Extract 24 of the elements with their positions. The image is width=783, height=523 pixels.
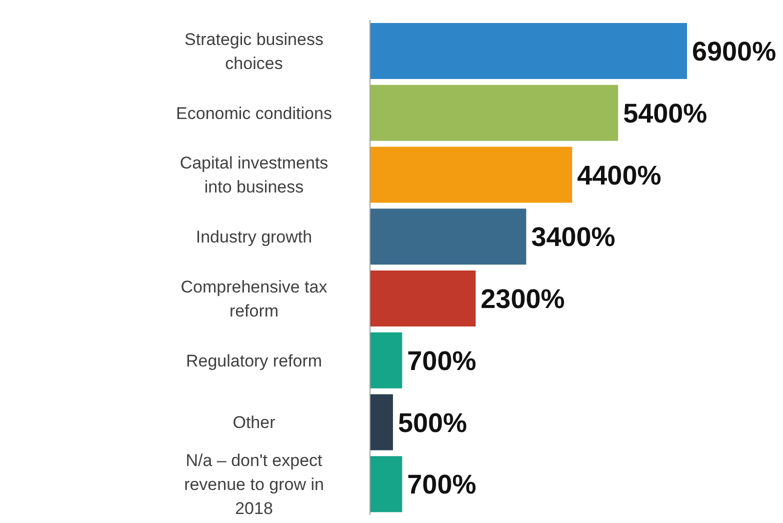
y-tick-label: Industry growth <box>196 228 312 247</box>
bar <box>370 270 476 326</box>
y-tick-label: Regulatory reform <box>186 351 322 370</box>
data-label: 700% <box>407 470 476 500</box>
bar <box>370 146 572 203</box>
data-label: 700% <box>407 346 476 376</box>
data-label: 4400% <box>577 160 662 190</box>
data-label: 6900% <box>692 36 776 67</box>
y-tick-label: Economic conditions <box>176 104 332 123</box>
bar <box>370 84 618 141</box>
y-tick-label: Capital investments into business <box>180 154 328 197</box>
bar <box>370 394 393 450</box>
y-tick-label: Other <box>232 413 276 432</box>
data-label: 5400% <box>623 98 708 128</box>
y-tick-label: N/a – don't expect revenue to grow in 2018 <box>184 451 324 518</box>
bar <box>370 208 526 265</box>
bar <box>370 332 402 388</box>
data-label: 3400% <box>531 222 616 252</box>
bar <box>370 23 687 79</box>
data-label: 500% <box>398 408 468 438</box>
y-tick-label: Strategic business choices <box>184 30 324 73</box>
data-label: 2300% <box>480 284 565 314</box>
bar <box>370 456 402 512</box>
y-tick-label: Comprehensive tax reform <box>180 277 328 320</box>
